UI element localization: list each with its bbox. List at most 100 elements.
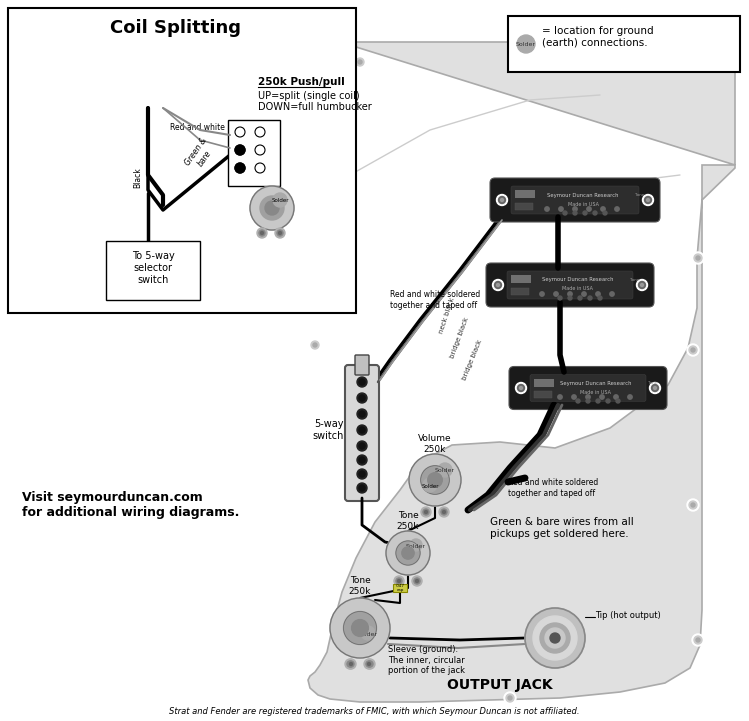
Circle shape	[367, 661, 373, 667]
Circle shape	[610, 292, 614, 296]
Circle shape	[357, 469, 367, 479]
Circle shape	[694, 636, 702, 644]
Text: Tone: Tone	[635, 193, 644, 197]
Text: Seymour Duncan Research: Seymour Duncan Research	[121, 82, 192, 87]
Text: neck black: neck black	[438, 296, 455, 334]
Circle shape	[692, 634, 704, 646]
Circle shape	[396, 541, 420, 565]
Circle shape	[601, 207, 605, 211]
Text: Coil Splitting: Coil Splitting	[109, 19, 240, 37]
Text: Visit seymourduncan.com
for additional wiring diagrams.: Visit seymourduncan.com for additional w…	[22, 491, 240, 519]
Circle shape	[708, 56, 712, 60]
Circle shape	[646, 198, 649, 201]
Circle shape	[558, 395, 562, 399]
Circle shape	[146, 101, 150, 105]
Text: Volume
250k: Volume 250k	[418, 434, 452, 454]
Circle shape	[525, 608, 585, 668]
Circle shape	[598, 296, 602, 300]
Circle shape	[691, 503, 695, 507]
Text: 250k Push/pull: 250k Push/pull	[258, 77, 345, 87]
Circle shape	[628, 395, 632, 399]
Circle shape	[428, 473, 442, 487]
Circle shape	[398, 580, 401, 583]
Circle shape	[358, 60, 362, 64]
Circle shape	[275, 228, 285, 238]
Circle shape	[357, 425, 367, 435]
Circle shape	[354, 56, 366, 68]
Circle shape	[439, 507, 449, 517]
Circle shape	[250, 186, 294, 230]
Circle shape	[176, 101, 180, 105]
Circle shape	[687, 344, 699, 356]
Circle shape	[704, 52, 716, 64]
Circle shape	[517, 35, 535, 53]
Circle shape	[160, 97, 164, 101]
Circle shape	[550, 633, 560, 643]
Circle shape	[600, 395, 604, 399]
Circle shape	[64, 84, 76, 95]
Text: 5-way
switch: 5-way switch	[312, 419, 344, 441]
Circle shape	[359, 427, 365, 433]
Circle shape	[366, 661, 372, 667]
Circle shape	[394, 576, 404, 586]
Text: bridge black: bridge black	[461, 339, 483, 381]
Circle shape	[540, 623, 570, 653]
Circle shape	[694, 254, 702, 262]
Text: Made in USA: Made in USA	[562, 286, 593, 291]
Circle shape	[613, 395, 618, 399]
FancyBboxPatch shape	[83, 79, 103, 87]
Circle shape	[692, 252, 704, 264]
Circle shape	[344, 611, 377, 645]
FancyBboxPatch shape	[511, 275, 531, 283]
Circle shape	[643, 195, 653, 205]
Circle shape	[568, 292, 572, 296]
Circle shape	[653, 386, 657, 389]
Circle shape	[350, 663, 353, 665]
Text: Tone
250k: Tone 250k	[349, 576, 372, 596]
Text: Solder: Solder	[406, 544, 426, 549]
Text: Red and white soldered
together and taped off: Red and white soldered together and tape…	[508, 478, 598, 497]
Circle shape	[409, 454, 461, 506]
Text: bridge black: bridge black	[450, 317, 470, 359]
Circle shape	[259, 230, 265, 236]
Text: Made in USA: Made in USA	[568, 201, 598, 206]
Circle shape	[68, 89, 71, 92]
Circle shape	[311, 341, 319, 349]
Circle shape	[606, 399, 610, 403]
Circle shape	[188, 97, 192, 101]
Circle shape	[540, 292, 545, 296]
Circle shape	[255, 163, 265, 173]
Text: To 5-way
selector
switch: To 5-way selector switch	[132, 252, 175, 285]
Text: .047
cap: .047 cap	[395, 584, 404, 592]
Text: Solder: Solder	[435, 469, 455, 474]
Circle shape	[586, 399, 590, 403]
Text: Sleeve (ground).
The inner, circular
portion of the jack: Sleeve (ground). The inner, circular por…	[388, 645, 465, 675]
Text: Seymour Duncan Research: Seymour Duncan Research	[542, 278, 613, 283]
Circle shape	[568, 296, 572, 300]
Circle shape	[576, 399, 580, 403]
Circle shape	[412, 576, 422, 586]
Circle shape	[235, 145, 245, 155]
Circle shape	[443, 510, 446, 513]
Circle shape	[518, 384, 524, 392]
Text: Red and white: Red and white	[170, 123, 225, 133]
Circle shape	[563, 211, 567, 215]
Circle shape	[359, 411, 365, 417]
Text: Made in USA: Made in USA	[141, 92, 172, 97]
Circle shape	[235, 127, 245, 137]
Circle shape	[687, 499, 699, 511]
Circle shape	[365, 659, 375, 669]
Circle shape	[425, 510, 428, 513]
FancyBboxPatch shape	[79, 75, 217, 105]
FancyBboxPatch shape	[490, 178, 660, 222]
FancyBboxPatch shape	[228, 120, 280, 186]
Circle shape	[520, 386, 523, 389]
Circle shape	[504, 692, 516, 704]
Text: Green &
bare: Green & bare	[183, 136, 217, 174]
Circle shape	[330, 598, 390, 658]
Polygon shape	[308, 42, 735, 702]
Circle shape	[136, 101, 140, 105]
Circle shape	[423, 509, 429, 515]
Circle shape	[497, 195, 508, 205]
Circle shape	[493, 280, 503, 291]
